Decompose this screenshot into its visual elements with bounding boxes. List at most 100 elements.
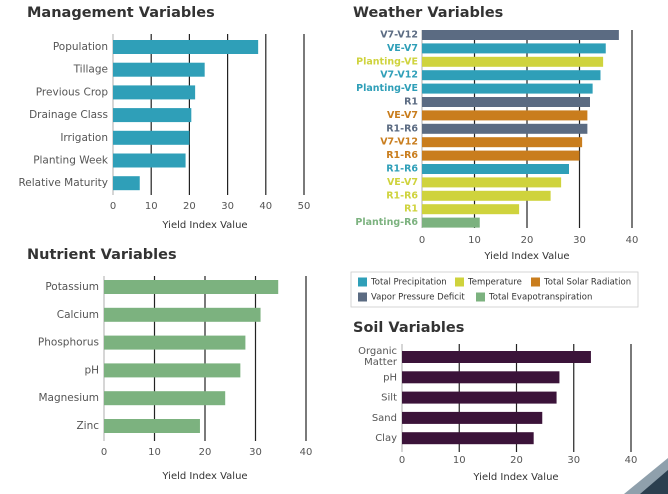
soil-category-label-organic-matter: Organic Matter (358, 346, 398, 368)
nutrient-bar-phosphorus (104, 335, 246, 350)
management-title: Management Variables (27, 5, 215, 21)
nutrient-bar-calcium (104, 307, 261, 322)
nutrient-variables-chart: Nutrient Variables 0 10 20 30 40 Yield Index V… (27, 247, 312, 482)
weather-variables-chart: Weather Variables 0 10 20 30 40 Yield Index Va… (353, 5, 638, 262)
soil-category-label-part: Matter (364, 357, 398, 368)
weather-bar-v7-v12 (422, 70, 601, 81)
nutrient-bar-zinc (104, 419, 200, 433)
soil-bar-clay (402, 432, 534, 445)
legend-swatch-temperature (455, 277, 464, 287)
weather-bar-planting-r6 (422, 217, 480, 228)
weather-bar-ve-v7 (422, 43, 606, 54)
weather-category-label-ve-v7: VE-V7 (387, 177, 418, 188)
soil-category-label-sand: Sand (372, 413, 397, 424)
management-category-label-planting-week: Planting Week (33, 155, 109, 167)
management-bar-planting-week (113, 153, 186, 168)
weather-category-label-planting-ve: Planting-VE (356, 83, 418, 94)
weather-category-label-r1-r6: R1-R6 (386, 123, 418, 134)
weather-bar-r1-r6 (422, 190, 551, 201)
weather-category-label-v7-v12: V7-V12 (380, 70, 418, 81)
soil-bar-sand (402, 411, 543, 424)
soil-category-label-silt: Silt (381, 393, 397, 404)
nutrient-bar-potassium (104, 280, 279, 294)
soil-category-label-clay: Clay (375, 433, 397, 444)
nutrient-tick-label-10: 10 (148, 447, 161, 458)
nutrient-tick-label-0: 0 (101, 447, 107, 458)
management-tick-label-0: 0 (110, 201, 116, 212)
legend-label-total-precipitation: Total Precipitation (370, 278, 447, 288)
weather-bar-ve-v7 (422, 177, 562, 188)
management-category-label-tillage: Tillage (73, 64, 108, 76)
nutrient-tick-label-20: 20 (199, 447, 212, 458)
weather-category-label-v7-v12: V7-V12 (380, 30, 418, 41)
soil-bar-ph (402, 371, 560, 384)
soil-variables-chart: Soil Variables 0 10 20 30 40 Yield Index Value… (353, 320, 637, 483)
weather-category-label-r1-r6: R1-R6 (386, 164, 418, 175)
weather-tick-label-20: 20 (521, 235, 534, 246)
weather-category-label-ve-v7: VE-V7 (387, 43, 418, 54)
management-category-label-previous-crop: Previous Crop (36, 86, 109, 98)
management-category-label-irrigation: Irrigation (60, 132, 108, 144)
nutrient-x-axis-label: Yield Index Value (161, 471, 247, 482)
management-bar-population (113, 40, 259, 54)
soil-tick-label-0: 0 (399, 455, 405, 466)
management-tick-label-50: 50 (298, 201, 311, 212)
weather-category-label-r1-r6: R1-R6 (386, 190, 418, 201)
weather-category-label-planting-ve: Planting-VE (356, 56, 418, 67)
weather-category-label-r1: R1 (404, 97, 418, 108)
corner-triangle-dark (640, 470, 668, 494)
legend-swatch-total-solar-radiation (531, 277, 540, 287)
management-bar-drainage-class (113, 108, 192, 123)
soil-category-label-ph: pH (383, 372, 397, 383)
corner-decoration (624, 458, 668, 494)
soil-tick-label-30: 30 (567, 455, 580, 466)
legend-label-total-evapotranspiration: Total Evapotranspiration (488, 293, 592, 303)
weather-bar-r1-r6 (422, 164, 569, 174)
soil-category-label-part: Organic (358, 346, 397, 357)
nutrient-title: Nutrient Variables (27, 247, 177, 263)
weather-bar-v7-v12 (422, 30, 619, 40)
nutrient-category-label-magnesium: Magnesium (38, 392, 99, 404)
weather-category-label-r1-r6: R1-R6 (386, 150, 418, 161)
weather-bar-r1-r6 (422, 150, 580, 161)
management-tick-label-10: 10 (145, 201, 158, 212)
weather-bar-r1 (422, 97, 590, 107)
management-variables-chart: Management Variables 0 10 20 30 40 50 Yield Ind… (18, 5, 310, 231)
legend-swatch-total-evapotranspiration (476, 292, 485, 302)
weather-title: Weather Variables (353, 5, 503, 21)
nutrient-category-label-phosphorus: Phosphorus (38, 337, 99, 349)
weather-category-label-ve-v7: VE-V7 (387, 110, 418, 121)
soil-bar-silt (402, 391, 557, 404)
nutrient-tick-label-40: 40 (300, 447, 313, 458)
nutrient-category-label-ph: pH (84, 364, 99, 376)
weather-tick-label-40: 40 (626, 235, 639, 246)
weather-category-label-r1: R1 (404, 204, 418, 215)
management-tick-label-20: 20 (183, 201, 196, 212)
legend-label-vapor-pressure-deficit: Vapor Pressure Deficit (371, 293, 465, 303)
management-category-label-population: Population (53, 41, 108, 53)
management-x-axis-label: Yield Index Value (161, 220, 247, 231)
soil-tick-label-10: 10 (453, 455, 466, 466)
nutrient-tick-label-30: 30 (249, 447, 262, 458)
weather-bar-ve-v7 (422, 110, 588, 121)
legend-label-temperature: Temperature (467, 278, 522, 288)
nutrient-category-label-calcium: Calcium (57, 309, 99, 321)
weather-tick-label-30: 30 (573, 235, 586, 246)
soil-tick-label-20: 20 (510, 455, 523, 466)
soil-x-axis-label: Yield Index Value (472, 472, 558, 483)
weather-bar-v7-v12 (422, 137, 583, 148)
legend-swatch-vapor-pressure-deficit (358, 292, 367, 302)
management-bar-relative-maturity (113, 176, 140, 191)
weather-category-label-planting-r6: Planting-R6 (355, 217, 418, 228)
management-bar-irrigation (113, 130, 190, 145)
weather-x-axis-label: Yield Index Value (483, 251, 569, 262)
management-category-label-drainage-class: Drainage Class (29, 109, 108, 121)
soil-tick-label-40: 40 (625, 455, 638, 466)
weather-tick-label-0: 0 (419, 235, 425, 246)
management-category-label-relative-maturity: Relative Maturity (18, 177, 108, 189)
weather-category-label-v7-v12: V7-V12 (380, 137, 418, 148)
weather-legend: Total Precipitation Temperature Total Sola… (350, 271, 639, 308)
nutrient-category-label-potassium: Potassium (45, 281, 99, 293)
soil-bar-organic-matter (402, 351, 591, 363)
nutrient-bar-ph (104, 363, 241, 378)
